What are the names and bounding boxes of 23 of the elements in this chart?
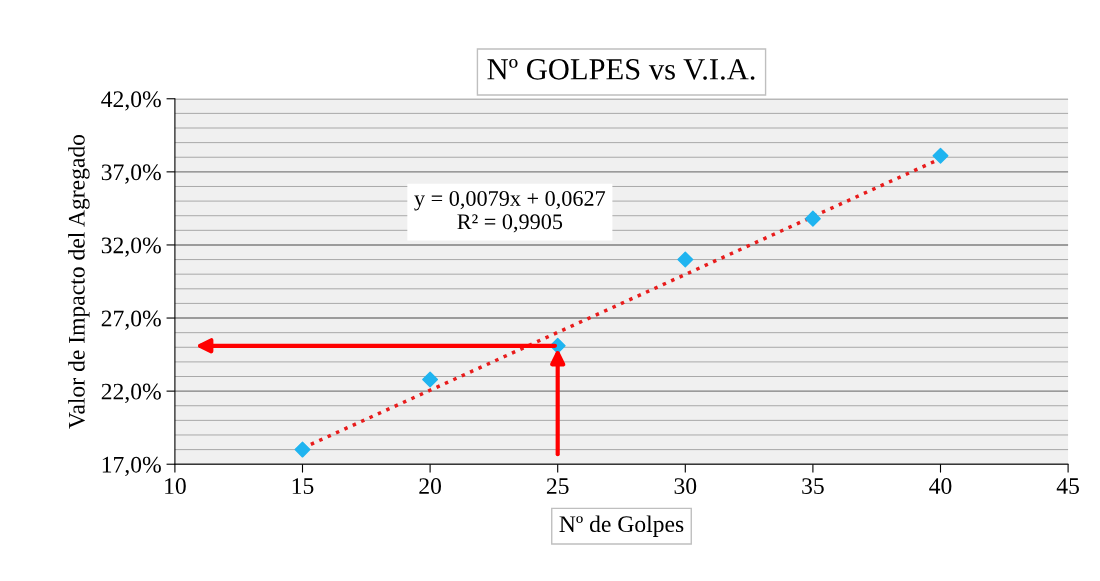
y-axis-title: Valor de Impacto del Agregado — [68, 134, 90, 429]
x-tick-label: 40 — [929, 478, 952, 495]
x-tick-label: 25 — [546, 478, 569, 495]
point — [294, 441, 311, 458]
point — [932, 147, 949, 164]
x-tick-label: 35 — [802, 478, 824, 495]
point — [677, 251, 694, 268]
annotation: y = 0,0079x + 0,0627 R² = 0,9905 — [414, 190, 606, 233]
y-tick-label: 17,0% — [102, 456, 161, 477]
x-axis-title: Nº de Golpes — [559, 515, 684, 537]
y-tick-label: 42,0% — [101, 91, 161, 111]
x-tick-label: 10 — [165, 478, 186, 495]
y-tick-label: 37,0% — [101, 164, 161, 184]
y-tick-label: 32,0% — [101, 237, 161, 257]
y-tick-label: 27,0% — [101, 310, 161, 330]
x-tick-label: 20 — [419, 478, 442, 495]
y-tick-label: 22,0% — [101, 383, 161, 403]
x-tick-label: 30 — [674, 478, 697, 495]
x-tick-label: 45 — [1056, 478, 1079, 495]
point — [804, 210, 821, 227]
x-tick-label: 15 — [292, 478, 314, 495]
point — [422, 371, 439, 388]
chart-title: Nº GOLPES vs V.I.A. — [487, 59, 755, 80]
